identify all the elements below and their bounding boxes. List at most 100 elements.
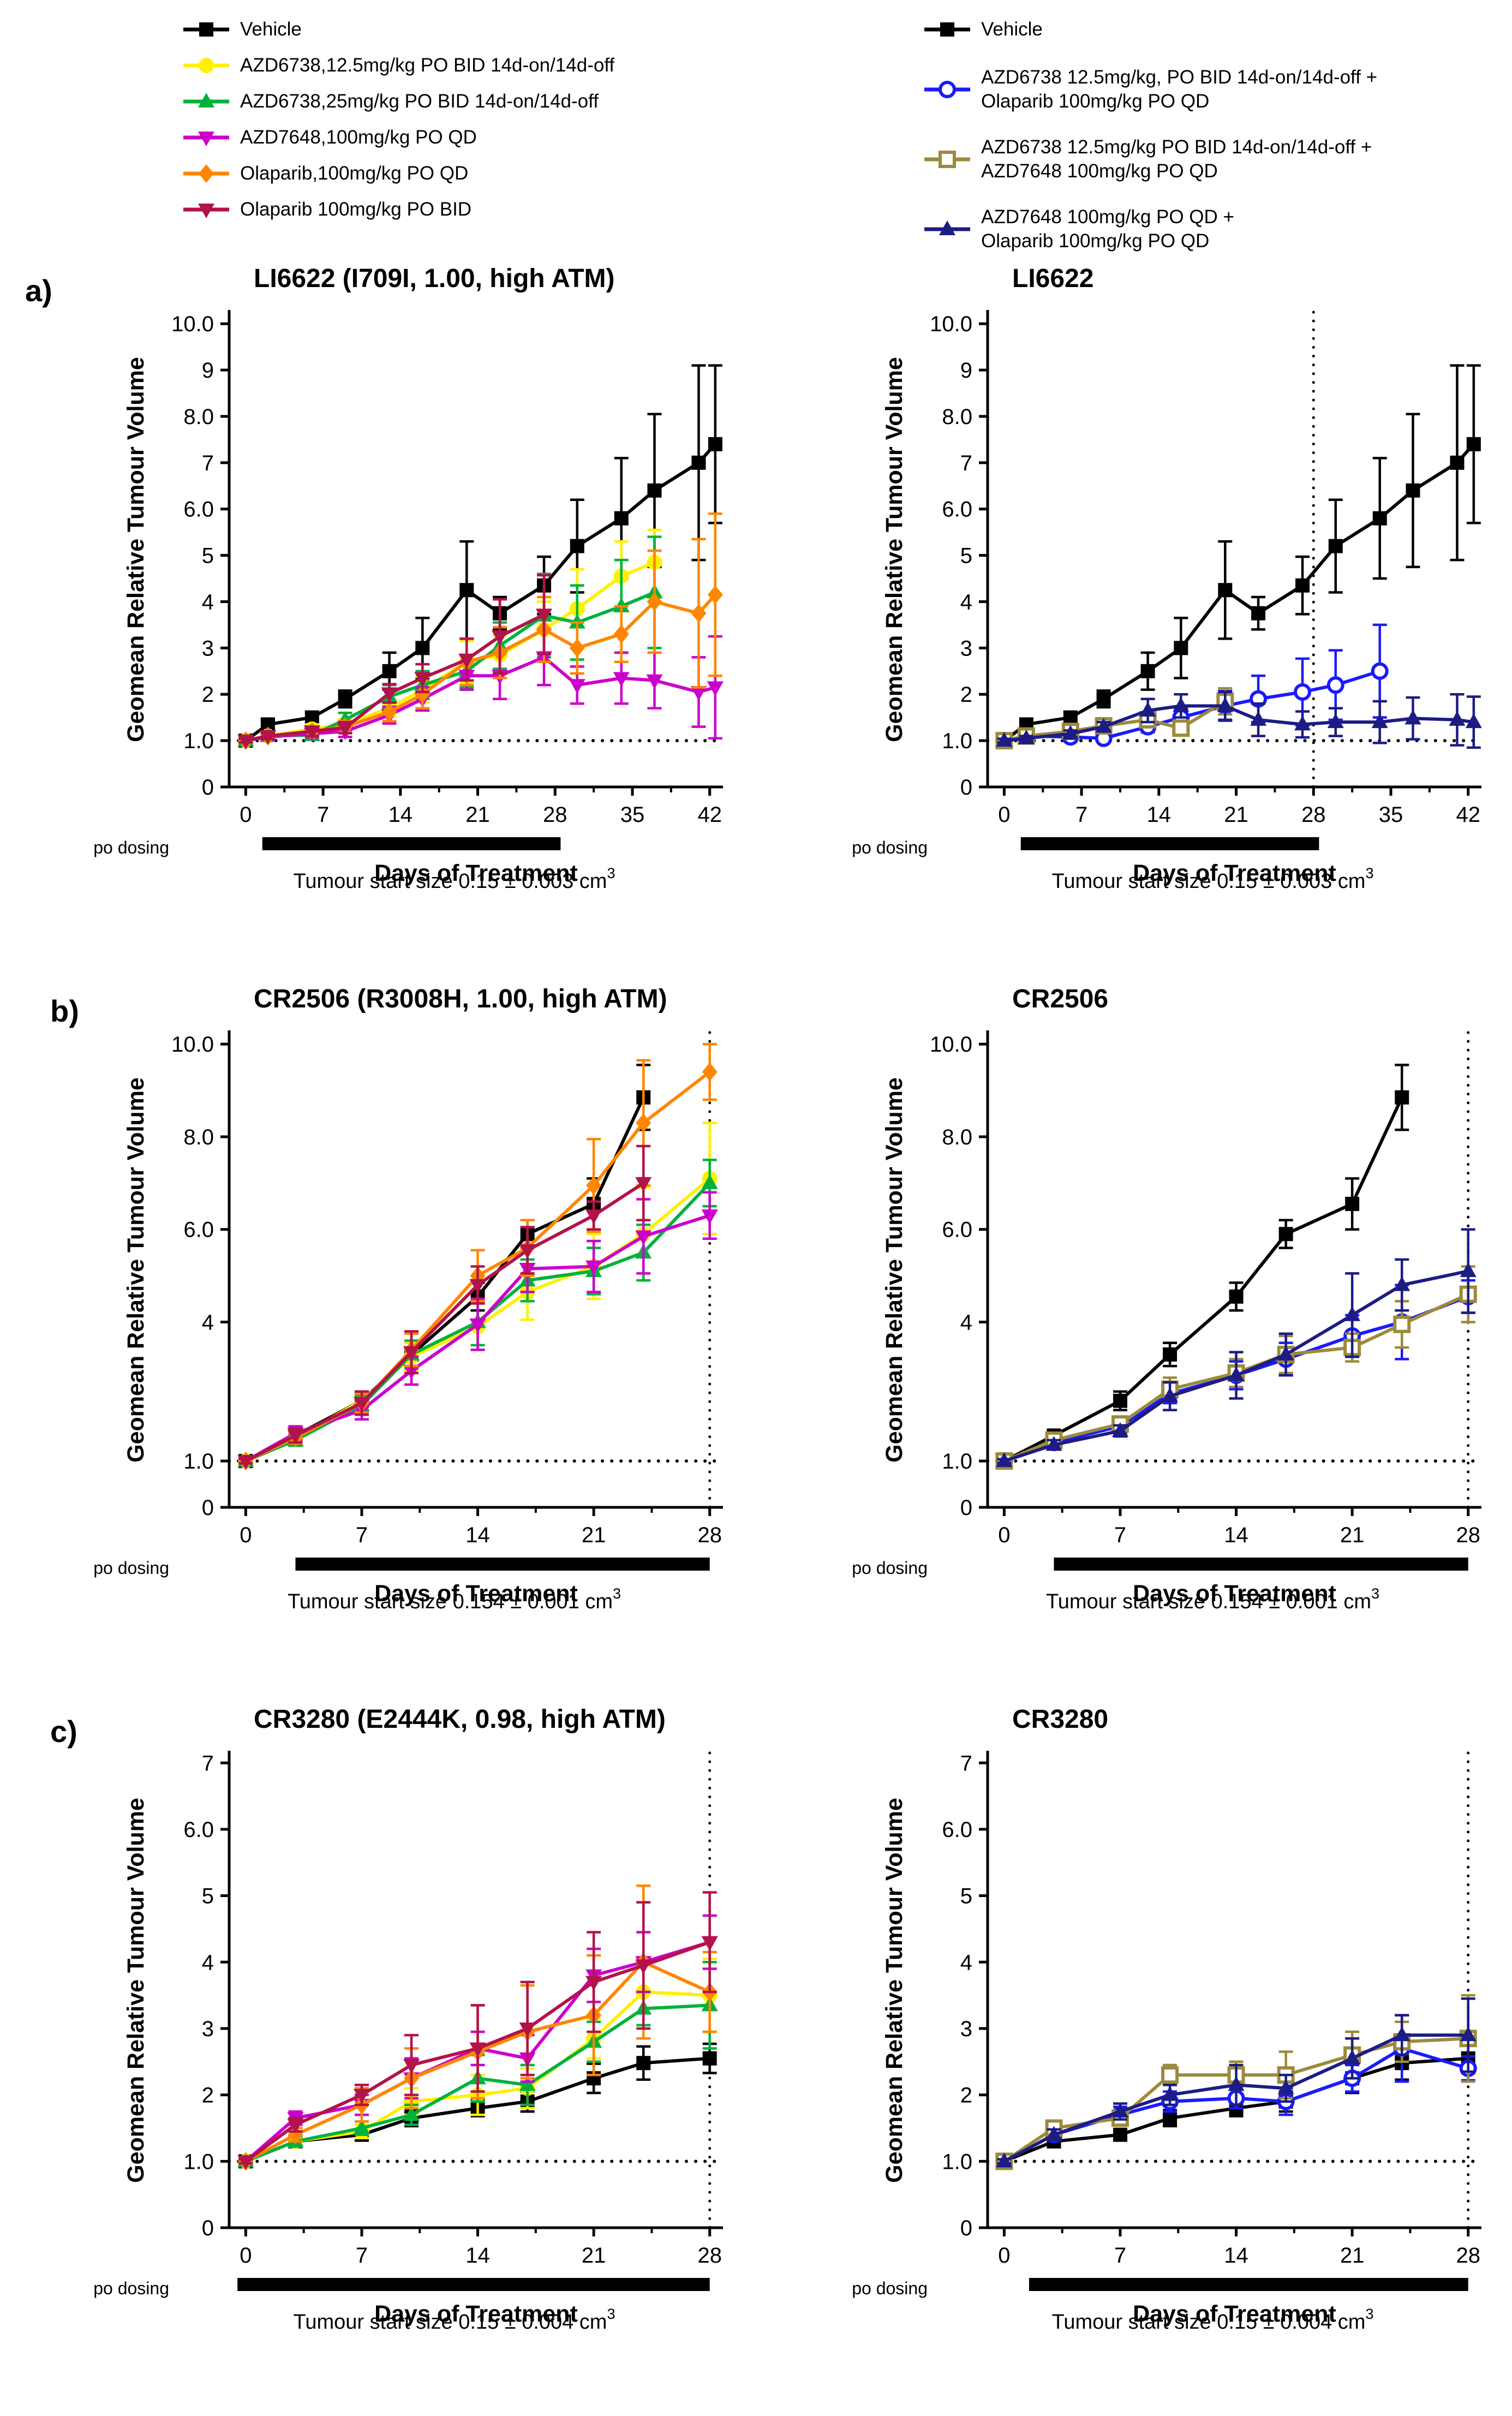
- triangle-down-marker: [707, 681, 724, 696]
- chart-title: CR3280 (E2444K, 0.98, high ATM): [254, 1705, 666, 1734]
- triangle-up-marker: [1111, 1422, 1128, 1437]
- legend-item: AZD6738 12.5mg/kg PO BID 14d-on/14d-off …: [921, 135, 1499, 183]
- diamond-marker: [707, 585, 723, 604]
- triangle-up-marker: [1250, 711, 1267, 726]
- triangle-down-marker: [353, 2089, 370, 2104]
- po-dosing-label: po dosing: [93, 2278, 169, 2298]
- triangle-down-marker: [635, 1959, 652, 1974]
- series-vehicle: [997, 364, 1481, 748]
- legend-item: Vehicle: [180, 15, 862, 44]
- triangle-up-marker: [1045, 1436, 1062, 1451]
- x-tick-label: 28: [543, 803, 567, 827]
- square-marker: [708, 437, 722, 451]
- open-circle-marker: [939, 81, 956, 98]
- square-marker: [1466, 437, 1481, 451]
- y-tick-label: 9: [960, 359, 972, 383]
- legend-item: Vehicle: [921, 15, 1499, 44]
- square-marker: [338, 691, 352, 706]
- triangle-down-marker: [287, 1429, 304, 1445]
- y-tick-label: 7: [960, 1751, 972, 1775]
- square-marker: [636, 2056, 651, 2071]
- triangle-down-marker: [287, 2119, 304, 2134]
- panel-row-a: a) LI6622 (I709I, 1.00, high ATM) Geomean…: [0, 252, 1512, 973]
- open-circle-marker: [1326, 676, 1344, 694]
- x-tick-label: 7: [356, 1523, 368, 1547]
- x-tick-label: 42: [697, 803, 722, 827]
- triangle-up-marker: [1327, 713, 1344, 729]
- chart-svg: CR2506 (R3008H, 1.00, high ATM) Geomean R…: [93, 985, 725, 1613]
- square-marker: [940, 22, 954, 37]
- square-marker: [647, 483, 662, 498]
- triangle-up-marker: [996, 1452, 1013, 1468]
- tumour-start-size-label: Tumour start size 0.15 ± 0.003 cm3: [1052, 865, 1374, 893]
- y-tick-label: 8.0: [183, 1125, 214, 1149]
- triangle-down-marker: [198, 204, 214, 218]
- y-tick-label: 5: [960, 544, 972, 568]
- legend-item: AZD6738,25mg/kg PO BID 14d-on/14d-off: [180, 87, 862, 116]
- row-label-c: c): [50, 1714, 77, 1749]
- triangle-up-marker: [1394, 1276, 1411, 1291]
- x-tick-label: 0: [998, 803, 1010, 827]
- x-tick-label: 0: [998, 2244, 1010, 2268]
- y-tick-label: 8.0: [942, 1125, 972, 1149]
- y-tick-label: 5: [202, 1884, 214, 1908]
- square-marker: [1372, 511, 1387, 526]
- square-marker: [1345, 1197, 1360, 1212]
- chart-svg: CR3280 Geomean Relative Tumour Volume 0 1.0…: [852, 1705, 1483, 2334]
- legend-item-label: AZD6738 12.5mg/kg PO BID 14d-on/14d-off …: [981, 136, 1372, 182]
- triangle-down-marker: [701, 1936, 718, 1951]
- chart-svg: CR2506 Geomean Relative Tumour Volume 0 1.0…: [852, 985, 1483, 1613]
- triangle-down-marker: [237, 735, 254, 750]
- triangle-up-marker: [198, 93, 214, 108]
- triangle-down-marker: [353, 1397, 370, 1412]
- diamond-marker: [288, 2125, 303, 2144]
- x-axis-label: Days of Treatment: [1133, 860, 1336, 886]
- open-square-marker: [1393, 1315, 1411, 1333]
- square-marker: [1163, 1347, 1178, 1362]
- square-marker: [1450, 455, 1465, 470]
- x-tick-label: 7: [1114, 2244, 1126, 2268]
- triangle-down-marker: [585, 1976, 602, 1991]
- triangle-up-legend-icon: [183, 93, 229, 108]
- y-tick-label: 4: [960, 590, 972, 614]
- x-tick-label: 28: [697, 1523, 722, 1547]
- x-tick-label: 28: [1456, 1523, 1480, 1547]
- y-axis-label: Geomean Relative Tumour Volume: [123, 1798, 149, 2183]
- x-tick-label: 14: [389, 803, 413, 827]
- triangle-down-legend-icon: [183, 132, 229, 146]
- legend-item: Olaparib,100mg/kg PO QD: [180, 159, 862, 188]
- x-tick-label: 28: [1301, 803, 1326, 827]
- y-tick-label: 6.0: [942, 498, 972, 522]
- x-tick-label: 0: [240, 1523, 252, 1547]
- triangle-up-marker: [1394, 2026, 1411, 2042]
- open-square-marker: [939, 151, 956, 168]
- triangle-up-marker: [1045, 2126, 1062, 2141]
- square-marker: [1113, 1393, 1127, 1408]
- triangle-down-marker: [519, 1244, 536, 1259]
- y-axis-label: Geomean Relative Tumour Volume: [881, 1798, 907, 2183]
- diamond-marker: [636, 1113, 652, 1132]
- open-circle-marker: [1371, 662, 1389, 680]
- triangle-down-marker: [613, 672, 630, 687]
- chart-cr3280-monotherapy: CR3280 (E2444K, 0.98, high ATM) Geomean R…: [14, 1693, 745, 2413]
- square-marker: [1278, 1227, 1293, 1242]
- legend-item-label: Vehicle: [981, 19, 1043, 40]
- x-axis-label: Days of Treatment: [374, 860, 578, 886]
- triangle-up-marker: [701, 1174, 718, 1189]
- legend-item: AZD7648,100mg/kg PO QD: [180, 123, 862, 152]
- triangle-up-marker: [353, 2119, 370, 2134]
- series-olaparib-100mg-kg-po-bid: [237, 1144, 652, 1470]
- triangle-up-marker: [1460, 2026, 1477, 2042]
- triangle-up-marker: [1449, 711, 1466, 726]
- triangle-up-marker: [1228, 2076, 1245, 2091]
- triangle-down-marker: [237, 2155, 254, 2170]
- y-axis-label: Geomean Relative Tumour Volume: [881, 357, 907, 742]
- triangle-down-marker: [469, 2042, 486, 2057]
- series-olaparib-100mg-kg-po-bid: [237, 574, 553, 750]
- po-dosing-bar: [1020, 837, 1319, 850]
- triangle-up-marker: [1277, 1345, 1294, 1361]
- y-tick-label: 10.0: [171, 1033, 214, 1057]
- y-tick-label: 4: [202, 1310, 214, 1334]
- square-marker: [1096, 691, 1111, 706]
- triangle-down-marker: [414, 672, 431, 687]
